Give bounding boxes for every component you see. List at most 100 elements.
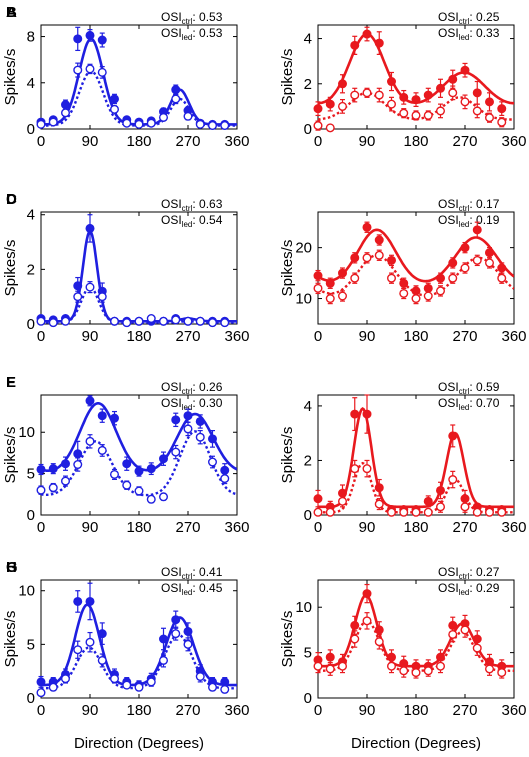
data-point-ctrl — [97, 629, 107, 639]
data-point-led — [207, 318, 217, 328]
data-point-ctrl — [485, 97, 495, 107]
data-point-ctrl — [122, 459, 132, 469]
x-tick-label: 90 — [359, 133, 376, 150]
data-point-led — [195, 316, 205, 326]
osi-led-value: 0.70 — [476, 396, 500, 410]
data-point-ctrl — [85, 396, 95, 406]
data-point-led — [423, 507, 433, 517]
data-point-led — [207, 682, 217, 692]
fit-curve-led — [41, 69, 237, 127]
data-point-led — [48, 117, 58, 127]
x-tick-label: 360 — [224, 702, 249, 719]
data-point-ctrl — [436, 485, 446, 495]
data-point-led — [399, 507, 409, 517]
data-point-ctrl — [220, 677, 230, 687]
x-tick-label: 270 — [452, 133, 477, 150]
data-point-led — [497, 507, 507, 517]
osi-ctrl-value: 0.17 — [476, 197, 500, 211]
data-point-led — [109, 104, 119, 114]
data-point-led — [85, 282, 95, 292]
y-axis-label: Spikes/s — [279, 240, 296, 297]
y-tick-label: 10 — [295, 291, 312, 308]
osi-ctrl-value: 0.59 — [476, 380, 500, 394]
osi-ctrl-value: 0.63 — [199, 197, 223, 211]
data-point-led — [338, 291, 348, 301]
osi-led-value: 0.30 — [199, 396, 223, 410]
data-point-ctrl — [195, 416, 205, 426]
x-tick-label: 180 — [126, 702, 151, 719]
osi-ctrl-subscript: ctrl — [459, 17, 470, 26]
data-point-led — [374, 637, 384, 647]
data-point-ctrl — [399, 92, 409, 102]
osi-led-value: 0.33 — [476, 26, 500, 40]
data-point-led — [362, 253, 372, 263]
fit-curve-ctrl — [318, 406, 514, 509]
y-tick-label: 10 — [295, 599, 312, 616]
data-point-ctrl — [497, 104, 507, 114]
data-point-led — [61, 108, 71, 118]
data-point-led — [195, 672, 205, 682]
data-point-led — [472, 255, 482, 265]
osi-ctrl-subscript: ctrl — [459, 572, 470, 581]
data-point-led — [325, 664, 335, 674]
data-point-led — [61, 674, 71, 684]
data-point-ctrl — [158, 454, 168, 464]
data-point-led — [36, 119, 46, 129]
data-point-led — [158, 492, 168, 502]
data-point-led — [183, 424, 193, 434]
data-point-led — [325, 294, 335, 304]
data-point-led — [183, 111, 193, 121]
data-point-ctrl — [183, 411, 193, 421]
data-point-led — [436, 661, 446, 671]
data-point-led — [48, 682, 58, 692]
data-point-led — [387, 507, 397, 517]
data-point-led — [220, 474, 230, 484]
y-tick-label: 5 — [304, 645, 312, 662]
data-point-led — [485, 113, 495, 123]
data-point-led — [350, 634, 360, 644]
data-point-led — [387, 273, 397, 283]
data-point-ctrl — [85, 223, 95, 233]
data-point-led — [362, 88, 372, 98]
data-point-ctrl — [448, 431, 458, 441]
data-point-ctrl — [97, 411, 107, 421]
data-point-led — [411, 507, 421, 517]
data-point-ctrl — [61, 100, 71, 110]
data-point-ctrl — [109, 413, 119, 423]
data-point-led — [48, 318, 58, 328]
osi-ctrl-annotation: OSIctrl: 0.25 — [438, 10, 500, 26]
osi-led-prefix: OSI — [161, 581, 182, 595]
y-axis-label: Spikes/s — [2, 611, 19, 668]
data-point-led — [485, 664, 495, 674]
y-axis-label: Spikes/s — [279, 427, 296, 484]
data-point-led — [472, 106, 482, 116]
x-tick-label: 270 — [175, 133, 200, 150]
fit-curve-led — [41, 430, 237, 497]
osi-ctrl-prefix: OSI — [438, 380, 459, 394]
osi-ctrl-prefix: OSI — [161, 10, 182, 24]
data-point-led — [109, 316, 119, 326]
data-point-ctrl — [183, 626, 193, 636]
data-point-led — [122, 480, 132, 490]
data-point-led — [36, 485, 46, 495]
data-point-led — [146, 118, 156, 128]
x-tick-label: 0 — [314, 702, 322, 719]
data-point-led — [134, 316, 144, 326]
data-point-led — [146, 494, 156, 504]
data-point-led — [460, 97, 470, 107]
data-point-ctrl — [374, 483, 384, 493]
data-point-ctrl — [325, 652, 335, 662]
x-tick-label: 90 — [359, 702, 376, 719]
data-point-ctrl — [362, 589, 372, 599]
x-tick-label: 90 — [82, 328, 99, 345]
data-point-led — [448, 629, 458, 639]
data-point-led — [48, 483, 58, 493]
data-point-led — [485, 507, 495, 517]
osi-led-prefix: OSI — [438, 396, 459, 410]
osi-led-annotation: OSIled: 0.33 — [438, 26, 500, 42]
axes-frame — [40, 211, 238, 325]
data-point-led — [171, 447, 181, 457]
osi-ctrl-subscript: ctrl — [459, 204, 470, 213]
